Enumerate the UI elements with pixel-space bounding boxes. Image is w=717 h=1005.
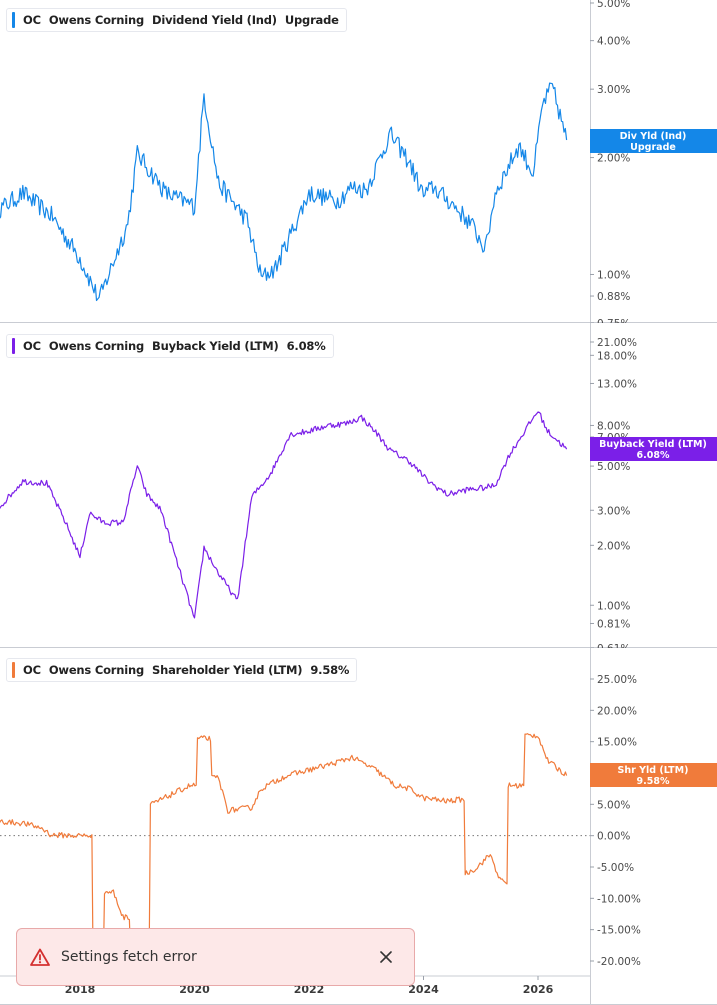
shareholder-yield-legend[interactable]: OC Owens Corning Shareholder Yield (LTM)…	[6, 658, 358, 682]
y-tick-label: 3.00%	[597, 84, 630, 96]
legend-company: Owens Corning	[48, 13, 145, 27]
x-tick-label: 2026	[523, 983, 554, 996]
series-swatch	[12, 12, 15, 28]
value-tag	[590, 763, 717, 787]
value-tag	[590, 437, 717, 461]
value-tag	[590, 129, 717, 153]
series-line	[0, 733, 568, 971]
value-tag-value: Upgrade	[630, 142, 676, 153]
value-tag-label: Buyback Yield (LTM)	[599, 439, 707, 450]
y-tick-label: 0.61%	[597, 643, 630, 648]
y-tick-label: 0.88%	[597, 291, 630, 303]
value-tag-value: 6.08%	[637, 450, 670, 461]
y-tick-label: 0.00%	[597, 831, 630, 843]
value-tag-label: Shr Yld (LTM)	[618, 765, 689, 776]
value-tag-value: 9.58%	[637, 776, 670, 787]
legend-ticker: OC	[23, 13, 41, 27]
x-tick-label: 2018	[65, 983, 96, 996]
toast-message: Settings fetch error	[61, 949, 197, 965]
y-tick-label: 1.00%	[597, 600, 630, 612]
y-tick-label: 2.00%	[597, 153, 630, 165]
value-tag-label: Div Yld (Ind)	[620, 131, 687, 142]
x-tick-label: 2024	[408, 983, 439, 996]
buyback-yield-chart[interactable]: 21.00%18.00%13.00%8.00%7.00%5.00%3.00%2.…	[0, 323, 717, 648]
warning-icon	[30, 947, 50, 967]
y-tick-label: 0.81%	[597, 618, 630, 630]
y-tick-label: 15.00%	[597, 737, 637, 749]
y-tick-label: 13.00%	[597, 378, 637, 390]
legend-metric: Buyback Yield (LTM)	[152, 339, 279, 353]
y-tick-label: -10.00%	[597, 893, 641, 905]
y-tick-label: 4.00%	[597, 36, 630, 48]
y-tick-label: 1.00%	[597, 269, 630, 281]
y-tick-label: 5.00%	[597, 799, 630, 811]
y-tick-label: 25.00%	[597, 674, 637, 686]
y-tick-label: 5.00%	[597, 0, 630, 10]
y-tick-label: 2.00%	[597, 540, 630, 552]
dividend-yield-chart[interactable]: 5.00% 4.00% 3.00% 2.00% 1.00% 0.88% 0.75% Div Y…	[0, 0, 717, 323]
x-tick-label: 2022	[294, 983, 325, 996]
legend-company: Owens Corning	[48, 663, 145, 677]
y-tick-label: -5.00%	[597, 862, 634, 874]
series-line	[0, 411, 568, 619]
buyback-yield-legend[interactable]: OC Owens Corning Buyback Yield (LTM) 6.0…	[6, 334, 334, 358]
legend-ticker: OC	[23, 663, 41, 677]
series-swatch	[12, 338, 15, 354]
y-tick-label: 3.00%	[597, 505, 630, 517]
y-tick-label: 20.00%	[597, 705, 637, 717]
legend-metric: Dividend Yield (Ind)	[152, 13, 277, 27]
series-line	[0, 82, 568, 302]
legend-value: 9.58%	[310, 663, 350, 677]
legend-company: Owens Corning	[48, 339, 145, 353]
y-tick-label: 5.00%	[597, 461, 630, 473]
y-tick-label: 18.00%	[597, 350, 637, 362]
y-tick-label: -20.00%	[597, 956, 641, 968]
y-tick-label: 8.00%	[597, 420, 630, 432]
y-tick-label: 21.00%	[597, 337, 637, 349]
dividend-yield-legend[interactable]: OC Owens Corning Dividend Yield (Ind) Up…	[6, 8, 347, 32]
x-tick-label: 2020	[179, 983, 210, 996]
close-icon[interactable]	[366, 937, 406, 977]
legend-value: 6.08%	[286, 339, 326, 353]
series-swatch	[12, 662, 15, 678]
y-tick-label: -15.00%	[597, 925, 641, 937]
y-tick-label: 0.75%	[597, 318, 630, 323]
legend-metric: Shareholder Yield (LTM)	[152, 663, 303, 677]
error-toast: Settings fetch error	[16, 928, 415, 986]
legend-ticker: OC	[23, 339, 41, 353]
legend-value: Upgrade	[284, 13, 339, 27]
